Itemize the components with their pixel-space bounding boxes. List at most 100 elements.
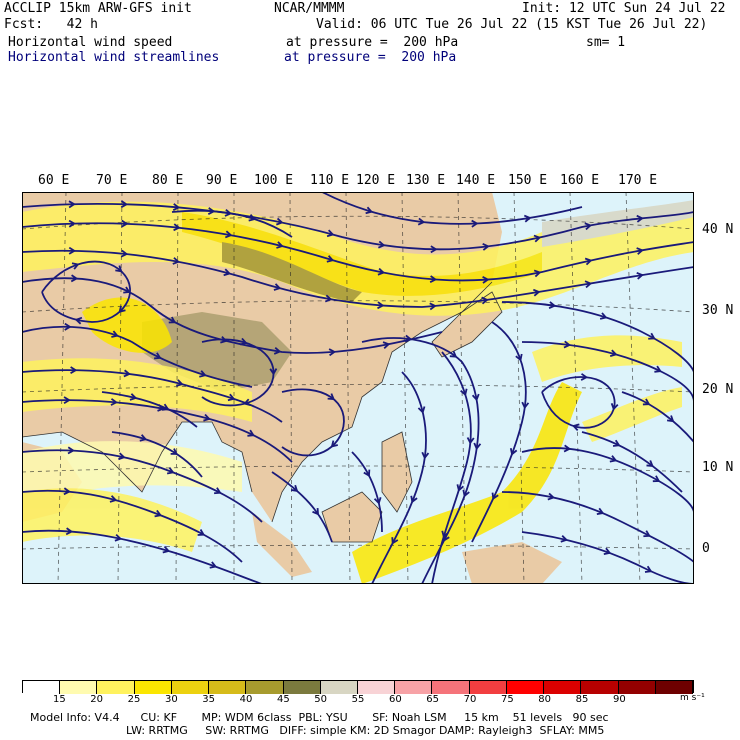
streamline-arrow	[610, 403, 619, 411]
colorbar-swatch	[209, 681, 247, 694]
streamline-arrow	[547, 492, 556, 501]
streamline-arrow	[173, 223, 181, 232]
streamline-arrow	[482, 243, 490, 251]
wind-streamlines	[22, 192, 694, 584]
longitude-label: 130 E	[406, 173, 446, 188]
colorbar-tick-label: 20	[90, 694, 104, 705]
streamline-arrow	[515, 353, 523, 362]
colorbar-tick-label: 75	[500, 694, 514, 705]
longitude-label: 160 E	[560, 173, 600, 188]
streamline-arrow	[456, 484, 464, 492]
streamline-arrow	[70, 366, 78, 375]
streamline-arrow	[532, 288, 541, 297]
colorbar-swatch	[134, 681, 172, 694]
model-info-line1: Model Info: V4.4 CU: KF MP: WDM 6class P…	[30, 711, 609, 724]
philippines-land	[382, 432, 412, 512]
streamline-arrow	[220, 335, 228, 344]
latitude-label: 20 N	[702, 382, 734, 397]
streamline-arrow	[382, 341, 391, 349]
streamline-arrow	[68, 219, 77, 228]
smoothing-label: sm= 1	[586, 35, 626, 50]
model-info-line2: LW: RRTMG SW: RRTMG DIFF: simple KM: 2D …	[126, 724, 605, 737]
colorbar-tick-label: 35	[202, 694, 216, 705]
wind-map	[22, 192, 694, 584]
streamline-arrow	[120, 249, 129, 258]
streamline	[521, 341, 694, 403]
longitude-label: 60 E	[38, 173, 70, 188]
streamline-arrow	[373, 497, 382, 505]
colorbar-unit: m s⁻¹	[680, 693, 705, 703]
colorbar-swatch	[23, 681, 61, 694]
graticule	[22, 192, 694, 584]
streamline-arrow	[584, 280, 593, 289]
colorbar-tick-label: 25	[127, 694, 141, 705]
streamline-arrow	[154, 352, 162, 360]
colorbar-tick-label: 50	[314, 694, 328, 705]
streamline-arrow	[378, 240, 386, 249]
streamline-arrow	[121, 219, 129, 228]
streamline-arrow	[326, 229, 335, 238]
streamline-arrow	[330, 440, 338, 448]
latitude-label: 0	[702, 541, 710, 556]
colorbar-swatch	[97, 681, 135, 694]
streamline-arrow	[644, 565, 653, 573]
longitude-label: 110 E	[310, 173, 350, 188]
colorbar-swatch	[60, 681, 98, 694]
wind-speed-shading	[22, 200, 694, 584]
streamline-arrow	[509, 448, 518, 456]
colorbar-tick-label: 70	[463, 694, 477, 705]
streamline-arrow	[584, 222, 593, 231]
streamline-arrow	[114, 533, 123, 542]
streamline-arrow	[312, 507, 320, 516]
streamline-arrow	[74, 316, 83, 325]
streamline	[361, 337, 480, 584]
colorbar-tick-label: 40	[239, 694, 253, 705]
streamline-arrow	[596, 507, 605, 515]
streamline-arrow	[176, 379, 184, 387]
streamline-arrow	[441, 530, 449, 539]
streamline-arrow	[110, 398, 119, 406]
latitude-label: 30 N	[702, 303, 734, 318]
streamline-arrow	[642, 398, 651, 406]
streamline	[22, 325, 253, 388]
streamline	[431, 351, 472, 584]
colorbar-swatch	[655, 681, 693, 694]
colorbar-swatch	[395, 681, 433, 694]
streamline-arrow	[273, 283, 282, 291]
streamline	[281, 388, 345, 457]
coastlines	[22, 281, 503, 543]
streamline-arrow	[523, 214, 532, 223]
colorbar-tick-label: 90	[612, 694, 626, 705]
streamline-arrow	[161, 403, 170, 411]
field1-name: Horizontal wind speed	[8, 35, 173, 50]
colorbar-tick-label: 85	[575, 694, 589, 705]
streamline-arrow	[417, 217, 426, 226]
colorbar-swatch	[581, 681, 619, 694]
streamline-arrow	[429, 275, 438, 284]
streamline-arrow	[636, 271, 644, 280]
streamline-arrow	[417, 406, 426, 414]
streamline-arrow	[609, 349, 618, 357]
streamline-arrow	[449, 350, 458, 358]
streamline-arrow	[462, 489, 470, 498]
streamline-arrow	[421, 451, 430, 460]
streamline-arrow	[162, 545, 171, 554]
streamline	[621, 391, 694, 443]
colorbar-swatch	[618, 681, 656, 694]
streamline-arrow	[209, 561, 218, 569]
streamline-arrow	[120, 200, 129, 209]
streamline-arrow	[328, 348, 337, 357]
streamline-arrow	[224, 230, 233, 239]
streamline-arrow	[377, 301, 385, 310]
streamline-arrow	[482, 275, 490, 284]
streamline-arrow	[109, 495, 118, 503]
colorbar-swatch	[469, 681, 507, 694]
streamline-arrow	[571, 423, 580, 432]
streamline-arrow	[580, 373, 589, 381]
latitude-label: 40 N	[702, 222, 734, 237]
streamline-arrow	[63, 487, 71, 496]
streamline-arrow	[248, 214, 257, 222]
streamline-arrow	[227, 393, 236, 402]
streamline-arrow	[473, 442, 482, 451]
streamline-arrow	[327, 393, 336, 401]
